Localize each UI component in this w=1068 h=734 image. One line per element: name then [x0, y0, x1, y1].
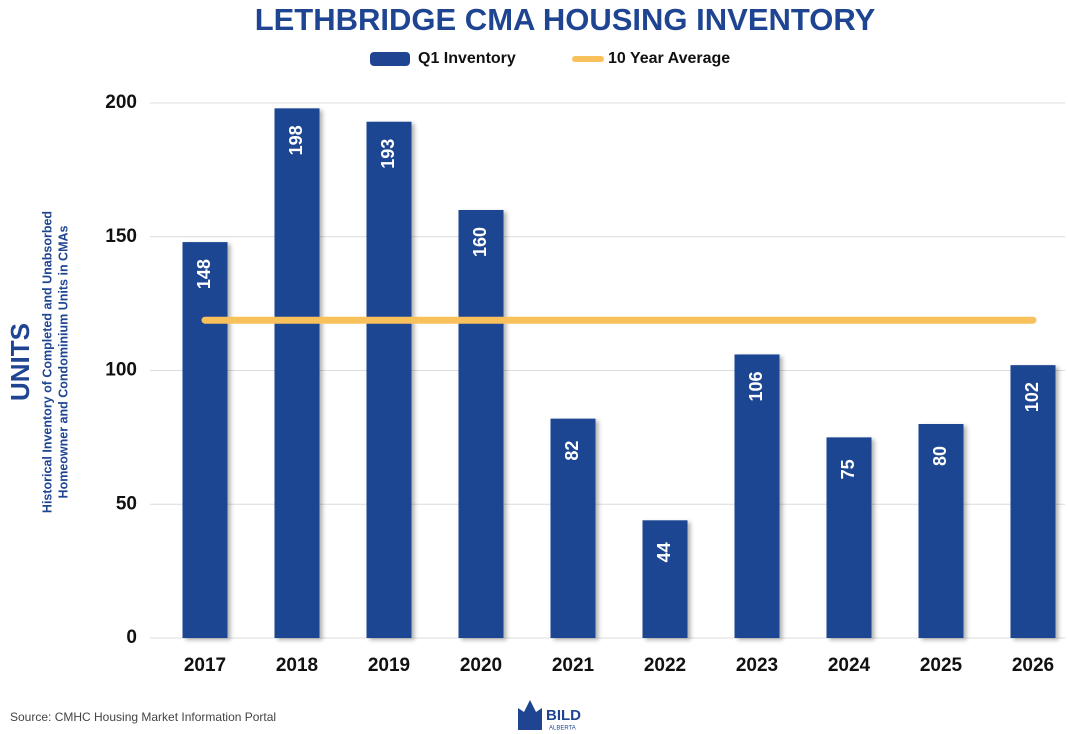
- legend-label: Q1 Inventory: [418, 50, 516, 67]
- y-tick-label: 200: [105, 92, 137, 113]
- logo-text: BILD: [546, 707, 581, 724]
- chart-title: LETHBRIDGE CMA HOUSING INVENTORY: [255, 2, 876, 37]
- x-tick-label: 2018: [276, 655, 318, 676]
- data-label: 193: [378, 139, 398, 169]
- y-tick-label: 100: [105, 360, 137, 381]
- logo-icon: [518, 700, 542, 730]
- x-tick-label: 2023: [736, 655, 778, 676]
- legend-label: 10 Year Average: [608, 50, 730, 67]
- y-axis-subtitle: Homeowner and Condominium Units in CMAs: [56, 225, 70, 498]
- data-label: 102: [1022, 382, 1042, 412]
- bar: [826, 437, 872, 638]
- data-label: 160: [470, 227, 490, 257]
- bar: [918, 424, 964, 638]
- x-tick-label: 2017: [184, 655, 226, 676]
- x-tick-label: 2019: [368, 655, 410, 676]
- data-label: 82: [562, 441, 582, 461]
- x-tick-label: 2024: [828, 655, 871, 676]
- bar: [274, 108, 320, 639]
- logo: BILD ALBERTA: [518, 700, 581, 732]
- x-tick-label: 2020: [460, 655, 502, 676]
- y-axis-title: UNITS: [5, 323, 35, 401]
- legend-swatch: [370, 52, 410, 66]
- data-label: 148: [194, 259, 214, 289]
- y-tick-label: 150: [105, 226, 137, 247]
- bar: [734, 354, 780, 638]
- bar: [366, 121, 412, 639]
- data-label: 75: [838, 459, 858, 479]
- bar: [458, 210, 504, 638]
- data-label: 80: [930, 446, 950, 466]
- bar: [182, 242, 228, 638]
- x-tick-label: 2022: [644, 655, 686, 676]
- y-tick-label: 0: [126, 627, 137, 648]
- y-tick-label: 50: [116, 493, 137, 514]
- data-label: 44: [654, 542, 674, 562]
- bar: [642, 520, 688, 638]
- x-tick-label: 2026: [1012, 655, 1054, 676]
- x-tick-label: 2021: [552, 655, 595, 676]
- data-label: 198: [286, 125, 306, 155]
- data-label: 106: [746, 371, 766, 401]
- logo-subtext: ALBERTA: [549, 726, 576, 732]
- y-axis-subtitle: Historical Inventory of Completed and Un…: [40, 211, 54, 513]
- x-tick-label: 2025: [920, 655, 963, 676]
- bar: [550, 418, 596, 638]
- source-note: Source: CMHC Housing Market Information …: [10, 710, 276, 724]
- bar: [1010, 365, 1056, 638]
